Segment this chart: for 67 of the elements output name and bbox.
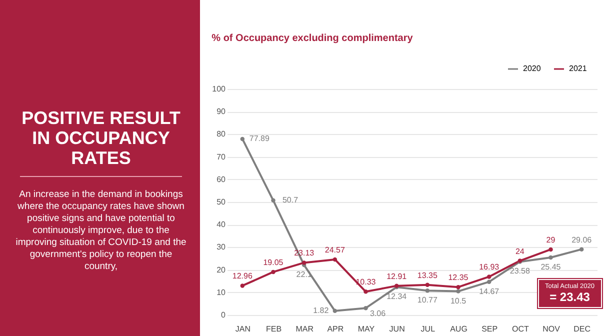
legend-label: 2021 <box>569 64 588 73</box>
data-label: 24.57 <box>324 245 346 254</box>
text: An increase in the demand in bookings where the occupancy rates have shown positive signs and have potential to continuously improve, due to the improving situation of COVID-19 and the government's policy to reopen the country, <box>14 189 188 273</box>
point <box>332 308 338 314</box>
data-label: 23.58 <box>510 266 530 276</box>
y-tick-label: 40 <box>216 220 226 230</box>
data-label: 16.93 <box>479 262 500 272</box>
y-tick-label: 50 <box>216 198 226 206</box>
point <box>271 270 276 274</box>
data-label: 25.45 <box>540 262 562 272</box>
x-tick-label: OCT <box>512 324 529 334</box>
y-tick-label: 30 <box>216 242 226 252</box>
point <box>271 198 276 203</box>
point <box>456 289 460 294</box>
x-tick-label: JAN <box>235 324 251 334</box>
point <box>456 284 460 290</box>
y-tick-label: 90 <box>216 107 226 116</box>
point <box>364 290 368 294</box>
point <box>486 274 492 279</box>
data-label: 24 <box>515 246 525 256</box>
point <box>486 280 492 284</box>
data-label: 12.96 <box>232 272 253 281</box>
data-label: 3.06 <box>370 309 386 318</box>
y-tick-label: 60 <box>216 174 226 184</box>
y-tick-label: 80 <box>216 130 226 139</box>
text: POSITIVE RESULT IN OCCUPANCY RATES <box>20 108 182 168</box>
data-label: 50.7 <box>282 195 299 204</box>
y-tick-label: 0 <box>221 310 226 320</box>
data-label: 77.89 <box>249 134 270 143</box>
legend-label: 2020 <box>523 64 542 73</box>
x-tick-label: APR <box>327 324 344 334</box>
data-label: 12.91 <box>386 272 408 281</box>
point <box>425 288 430 293</box>
data-label: 10.5 <box>450 296 467 306</box>
data-label: 1.82 <box>313 306 330 315</box>
data-label: 12.35 <box>448 273 469 282</box>
y-tick-label: 20 <box>216 265 226 274</box>
point <box>302 260 306 265</box>
x-tick-label: JUN <box>389 324 406 334</box>
x-tick-label: NOV <box>542 324 561 334</box>
x-tick-label: FEB <box>266 324 282 334</box>
data-label: 13.35 <box>417 270 438 280</box>
point <box>579 247 584 252</box>
data-label: 14.67 <box>479 286 500 296</box>
x-tick-label: JUL <box>420 324 436 334</box>
point <box>425 282 430 287</box>
y-tick-label: 10 <box>216 288 226 297</box>
y-tick-label: 70 <box>216 152 226 162</box>
point <box>240 136 245 142</box>
data-label: 10.77 <box>417 296 438 305</box>
point <box>548 255 553 260</box>
data-label: 29.06 <box>572 235 592 244</box>
data-label: 12.34 <box>386 292 408 302</box>
point <box>364 306 368 310</box>
x-tick-label: DEC <box>574 324 591 334</box>
point <box>332 257 338 262</box>
point <box>548 247 553 252</box>
x-tick-label: AUG <box>450 324 468 334</box>
chart-title: % of Occupancy excluding complimentary <box>212 33 414 44</box>
data-label: 29 <box>546 235 556 244</box>
x-tick-label: MAR <box>296 324 314 334</box>
data-label: 19.05 <box>263 258 284 267</box>
x-tick-label: MAY <box>358 324 376 334</box>
point <box>240 284 245 288</box>
annotation: = 23.43 <box>548 290 591 304</box>
x-tick-label: SEP <box>482 324 498 334</box>
y-tick-label: 100 <box>212 84 226 94</box>
